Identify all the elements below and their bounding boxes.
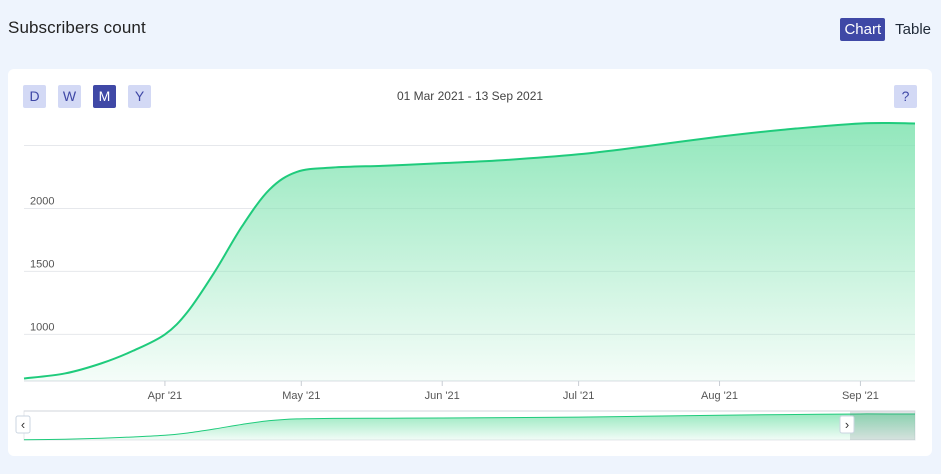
page-title: Subscribers count	[8, 18, 146, 37]
series-line	[23, 121, 916, 380]
x-tick-label: May '21	[282, 390, 320, 402]
chart-view-button[interactable]: Chart	[840, 18, 886, 41]
view-toggle: Chart Table	[840, 18, 935, 41]
y-tick-label: 2000	[30, 195, 54, 207]
help-button[interactable]: ?	[894, 85, 917, 108]
navigator-line	[23, 413, 916, 441]
svg-text:‹: ‹	[21, 417, 25, 432]
navigator-right-handle[interactable]: ›	[839, 415, 855, 434]
x-tick-label: Aug '21	[701, 390, 738, 402]
x-tick-label: Jun '21	[425, 390, 460, 402]
x-tick-label: Jul '21	[563, 390, 594, 402]
x-tick-label: Apr '21	[148, 390, 183, 402]
svg-text:›: ›	[845, 417, 849, 432]
period-month-button[interactable]: M	[93, 85, 116, 108]
period-selector: D W M Y	[23, 85, 151, 108]
period-week-button[interactable]: W	[58, 85, 81, 108]
period-day-button[interactable]: D	[23, 85, 46, 108]
subscribers-chart: 1000 1500 2000 Apr '21 May '21 Jun '21 Jul '21…	[15, 121, 916, 441]
x-tick-label: Sep '21	[842, 390, 879, 402]
navigator-unselected-range	[850, 411, 915, 440]
navigator-left-handle[interactable]: ‹	[15, 415, 31, 434]
chart-card: D W M Y 01 Mar 2021 - 13 Sep 2021 ? 1000…	[8, 69, 932, 456]
period-year-button[interactable]: Y	[128, 85, 151, 108]
navigator-area	[24, 413, 915, 440]
date-range: 01 Mar 2021 - 13 Sep 2021	[396, 89, 544, 103]
table-view-button[interactable]: Table	[895, 21, 931, 38]
series-area-fill	[24, 122, 915, 381]
y-tick-label: 1500	[30, 258, 54, 270]
y-tick-label: 1000	[30, 321, 54, 333]
